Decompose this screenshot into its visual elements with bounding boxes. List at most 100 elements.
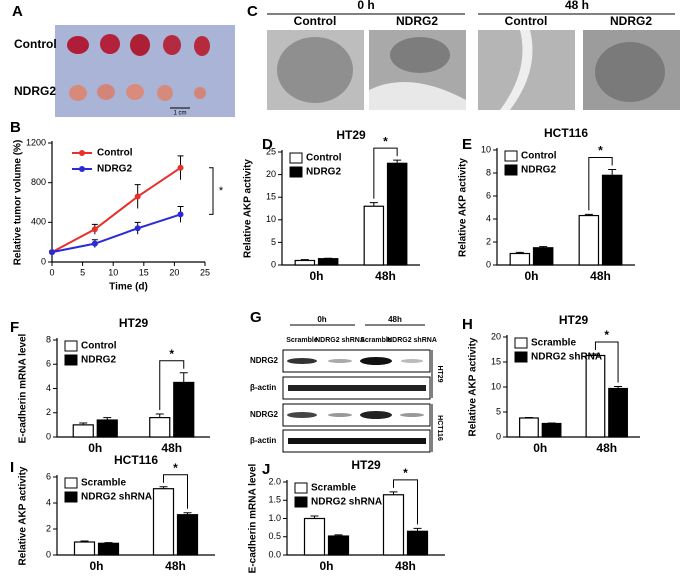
y-tick-label: 6	[46, 471, 51, 481]
y-tick-label: 15	[491, 356, 501, 366]
cell-label: HT29	[436, 365, 443, 382]
bracket	[163, 474, 188, 509]
bar	[303, 517, 326, 556]
y-tick-label: 20	[266, 169, 276, 179]
y-axis-label: E-cadherin mRNA level	[18, 333, 29, 443]
x-tick-label: 25	[200, 267, 210, 277]
panel-letter: C	[247, 3, 258, 20]
time-label: 0 h	[357, 0, 374, 12]
bracket	[588, 157, 613, 211]
significance: *	[403, 466, 408, 480]
y-tick-label: 0.0	[268, 549, 281, 559]
legend-label: NDRG2 shRNA	[531, 352, 602, 363]
y-tick-label: 0	[271, 259, 276, 269]
scale-label: 1 cm	[173, 111, 186, 117]
chart-title: HCT116	[544, 126, 588, 140]
y-axis-label: Relative AKP activity	[468, 337, 479, 436]
bar	[601, 174, 623, 266]
time-label: 48h	[388, 315, 402, 324]
tumors	[67, 34, 210, 109]
bar	[176, 514, 199, 556]
axes	[51, 141, 205, 263]
legend-label: NDRG2	[97, 164, 132, 175]
column-label: NDRG2	[396, 14, 438, 28]
bar	[386, 162, 408, 266]
y-axis-label: E-cadherin mRNA level	[248, 463, 259, 573]
legend-label: Scramble	[81, 478, 126, 489]
y-tick-label: 10	[491, 381, 501, 391]
legend-label: Control	[97, 148, 133, 159]
panel-letter: B	[10, 119, 21, 136]
bar	[149, 417, 171, 438]
x-tick-label: 0h	[89, 559, 103, 573]
bar	[294, 259, 316, 266]
bar	[72, 424, 94, 438]
panel-letter: I	[10, 459, 14, 476]
y-axis-label: Relative AKP activity	[243, 159, 254, 258]
bar	[608, 387, 628, 438]
legend-label: Scramble	[311, 483, 356, 494]
marker	[91, 240, 98, 247]
significance: *	[604, 328, 609, 342]
line	[51, 166, 182, 253]
x-axis-label: Time (d)	[109, 282, 148, 293]
x-tick-label: 5	[80, 267, 85, 277]
panel-letter: F	[10, 319, 19, 336]
bar	[406, 530, 429, 556]
x-tick-label: 10	[108, 267, 118, 277]
panel-letter: A	[12, 3, 23, 20]
panel-letter: J	[262, 461, 270, 478]
bracket	[393, 479, 418, 525]
legend-label: Control	[521, 151, 557, 162]
y-tick-label: 2	[486, 236, 491, 246]
legend-marker	[79, 150, 85, 156]
y-tick-label: 5	[271, 237, 276, 247]
bar	[96, 419, 118, 438]
marker	[177, 164, 184, 171]
x-tick-label: 48h	[375, 269, 396, 283]
row-label: NDRG2	[14, 84, 56, 98]
bracket	[209, 167, 214, 215]
bar	[73, 541, 96, 556]
lane-label: Scramble	[286, 337, 318, 344]
legend-label: NDRG2	[306, 167, 341, 178]
y-tick-label: 4	[46, 383, 51, 393]
marker	[134, 225, 141, 232]
bar	[382, 494, 405, 556]
y-tick-label: 0	[46, 431, 51, 441]
lane-label: NDRG2 shRNA	[315, 337, 365, 344]
legend-swatch	[514, 351, 528, 363]
cell-label: HCT116	[436, 415, 443, 441]
row-label: NDRG2	[250, 356, 279, 365]
y-tick-label: 6	[486, 190, 491, 200]
marker	[49, 249, 55, 256]
y-tick-label: 20	[491, 331, 501, 341]
y-tick-label: 400	[31, 217, 46, 227]
y-tick-label: 10	[481, 144, 491, 154]
legend-label: NDRG2	[81, 355, 116, 366]
legend-swatch	[294, 482, 308, 494]
bar	[578, 214, 600, 266]
micrographs	[267, 13, 680, 110]
x-tick-label: 0h	[524, 269, 538, 283]
y-tick-label: 6	[46, 359, 51, 369]
y-tick-label: 0	[46, 549, 51, 559]
y-tick-label: 4	[46, 497, 51, 507]
chart-title: HT29	[559, 313, 589, 327]
bar	[519, 417, 539, 438]
column-label: Control	[294, 14, 337, 28]
bar	[532, 247, 554, 266]
legend-swatch	[514, 337, 528, 349]
lane-label: NDRG2 shRNA	[387, 337, 437, 344]
y-tick-label: 25	[266, 146, 276, 156]
y-tick-label: 0	[41, 256, 46, 266]
legend-swatch	[504, 150, 518, 162]
y-tick-label: 4	[486, 213, 491, 223]
bar	[509, 252, 531, 266]
panel-letter: E	[462, 136, 472, 153]
chart-title: HT29	[119, 316, 149, 330]
row-label: β-actin	[250, 436, 276, 445]
significance: *	[598, 144, 603, 158]
lane-label: Scramble	[360, 337, 392, 344]
